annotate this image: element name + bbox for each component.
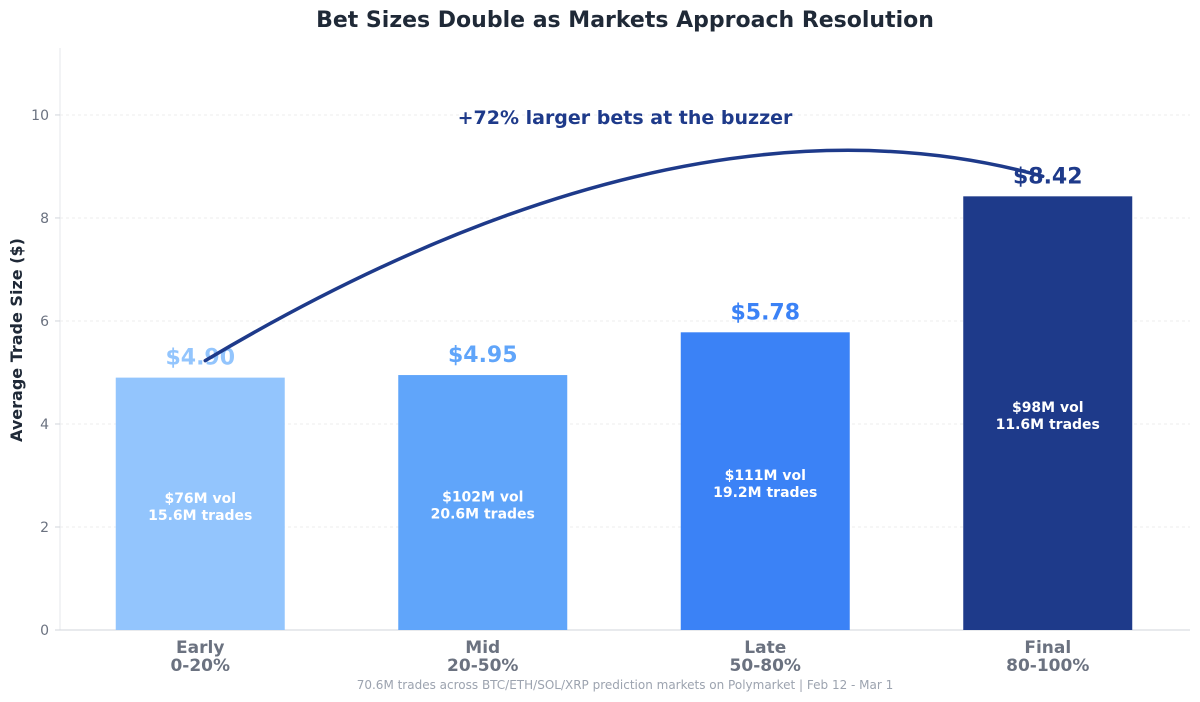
footnote: 70.6M trades across BTC/ETH/SOL/XRP pred… <box>357 678 894 692</box>
bar-early <box>115 377 285 630</box>
annotation-text: +72% larger bets at the buzzer <box>458 107 793 129</box>
x-category-range: 20-50% <box>447 656 518 676</box>
x-category-name: Late <box>744 638 786 658</box>
y-tick-label: 6 <box>40 314 49 330</box>
bar-mid <box>398 375 568 630</box>
bars <box>115 196 1133 630</box>
y-tick-label: 4 <box>40 417 49 433</box>
annotation-arc <box>203 148 1045 363</box>
bar-trades-label: 11.6M trades <box>996 417 1100 433</box>
y-tick-label: 10 <box>31 108 49 124</box>
bar-trades-label: 15.6M trades <box>148 508 252 524</box>
bar-late <box>680 332 850 630</box>
bar-volume-label: $111M vol <box>725 468 806 484</box>
bar-volume-label: $76M vol <box>164 491 236 507</box>
y-axis-label: Average Trade Size ($) <box>7 238 26 442</box>
annotation: +72% larger bets at the buzzer <box>203 107 1045 363</box>
y-tick-label: 2 <box>40 520 49 536</box>
x-category-range: 80-100% <box>1006 656 1089 676</box>
value-label: $5.78 <box>730 300 800 325</box>
bar-final <box>963 196 1133 630</box>
chart-title: Bet Sizes Double as Markets Approach Res… <box>316 8 934 33</box>
value-label: $4.95 <box>448 343 518 368</box>
value-label: $8.42 <box>1013 164 1083 189</box>
x-category-range: 50-80% <box>730 656 801 676</box>
bar-trades-label: 20.6M trades <box>431 507 535 523</box>
bar-volume-label: $98M vol <box>1012 400 1084 416</box>
x-category-range: 0-20% <box>170 656 230 676</box>
bar-volume-label: $102M vol <box>442 490 523 506</box>
x-category-name: Mid <box>465 638 500 658</box>
bar-trades-label: 19.2M trades <box>713 485 817 501</box>
y-tick-label: 0 <box>40 623 49 639</box>
x-category-name: Early <box>176 638 224 658</box>
y-tick-label: 8 <box>40 211 49 227</box>
x-category-name: Final <box>1024 638 1071 658</box>
